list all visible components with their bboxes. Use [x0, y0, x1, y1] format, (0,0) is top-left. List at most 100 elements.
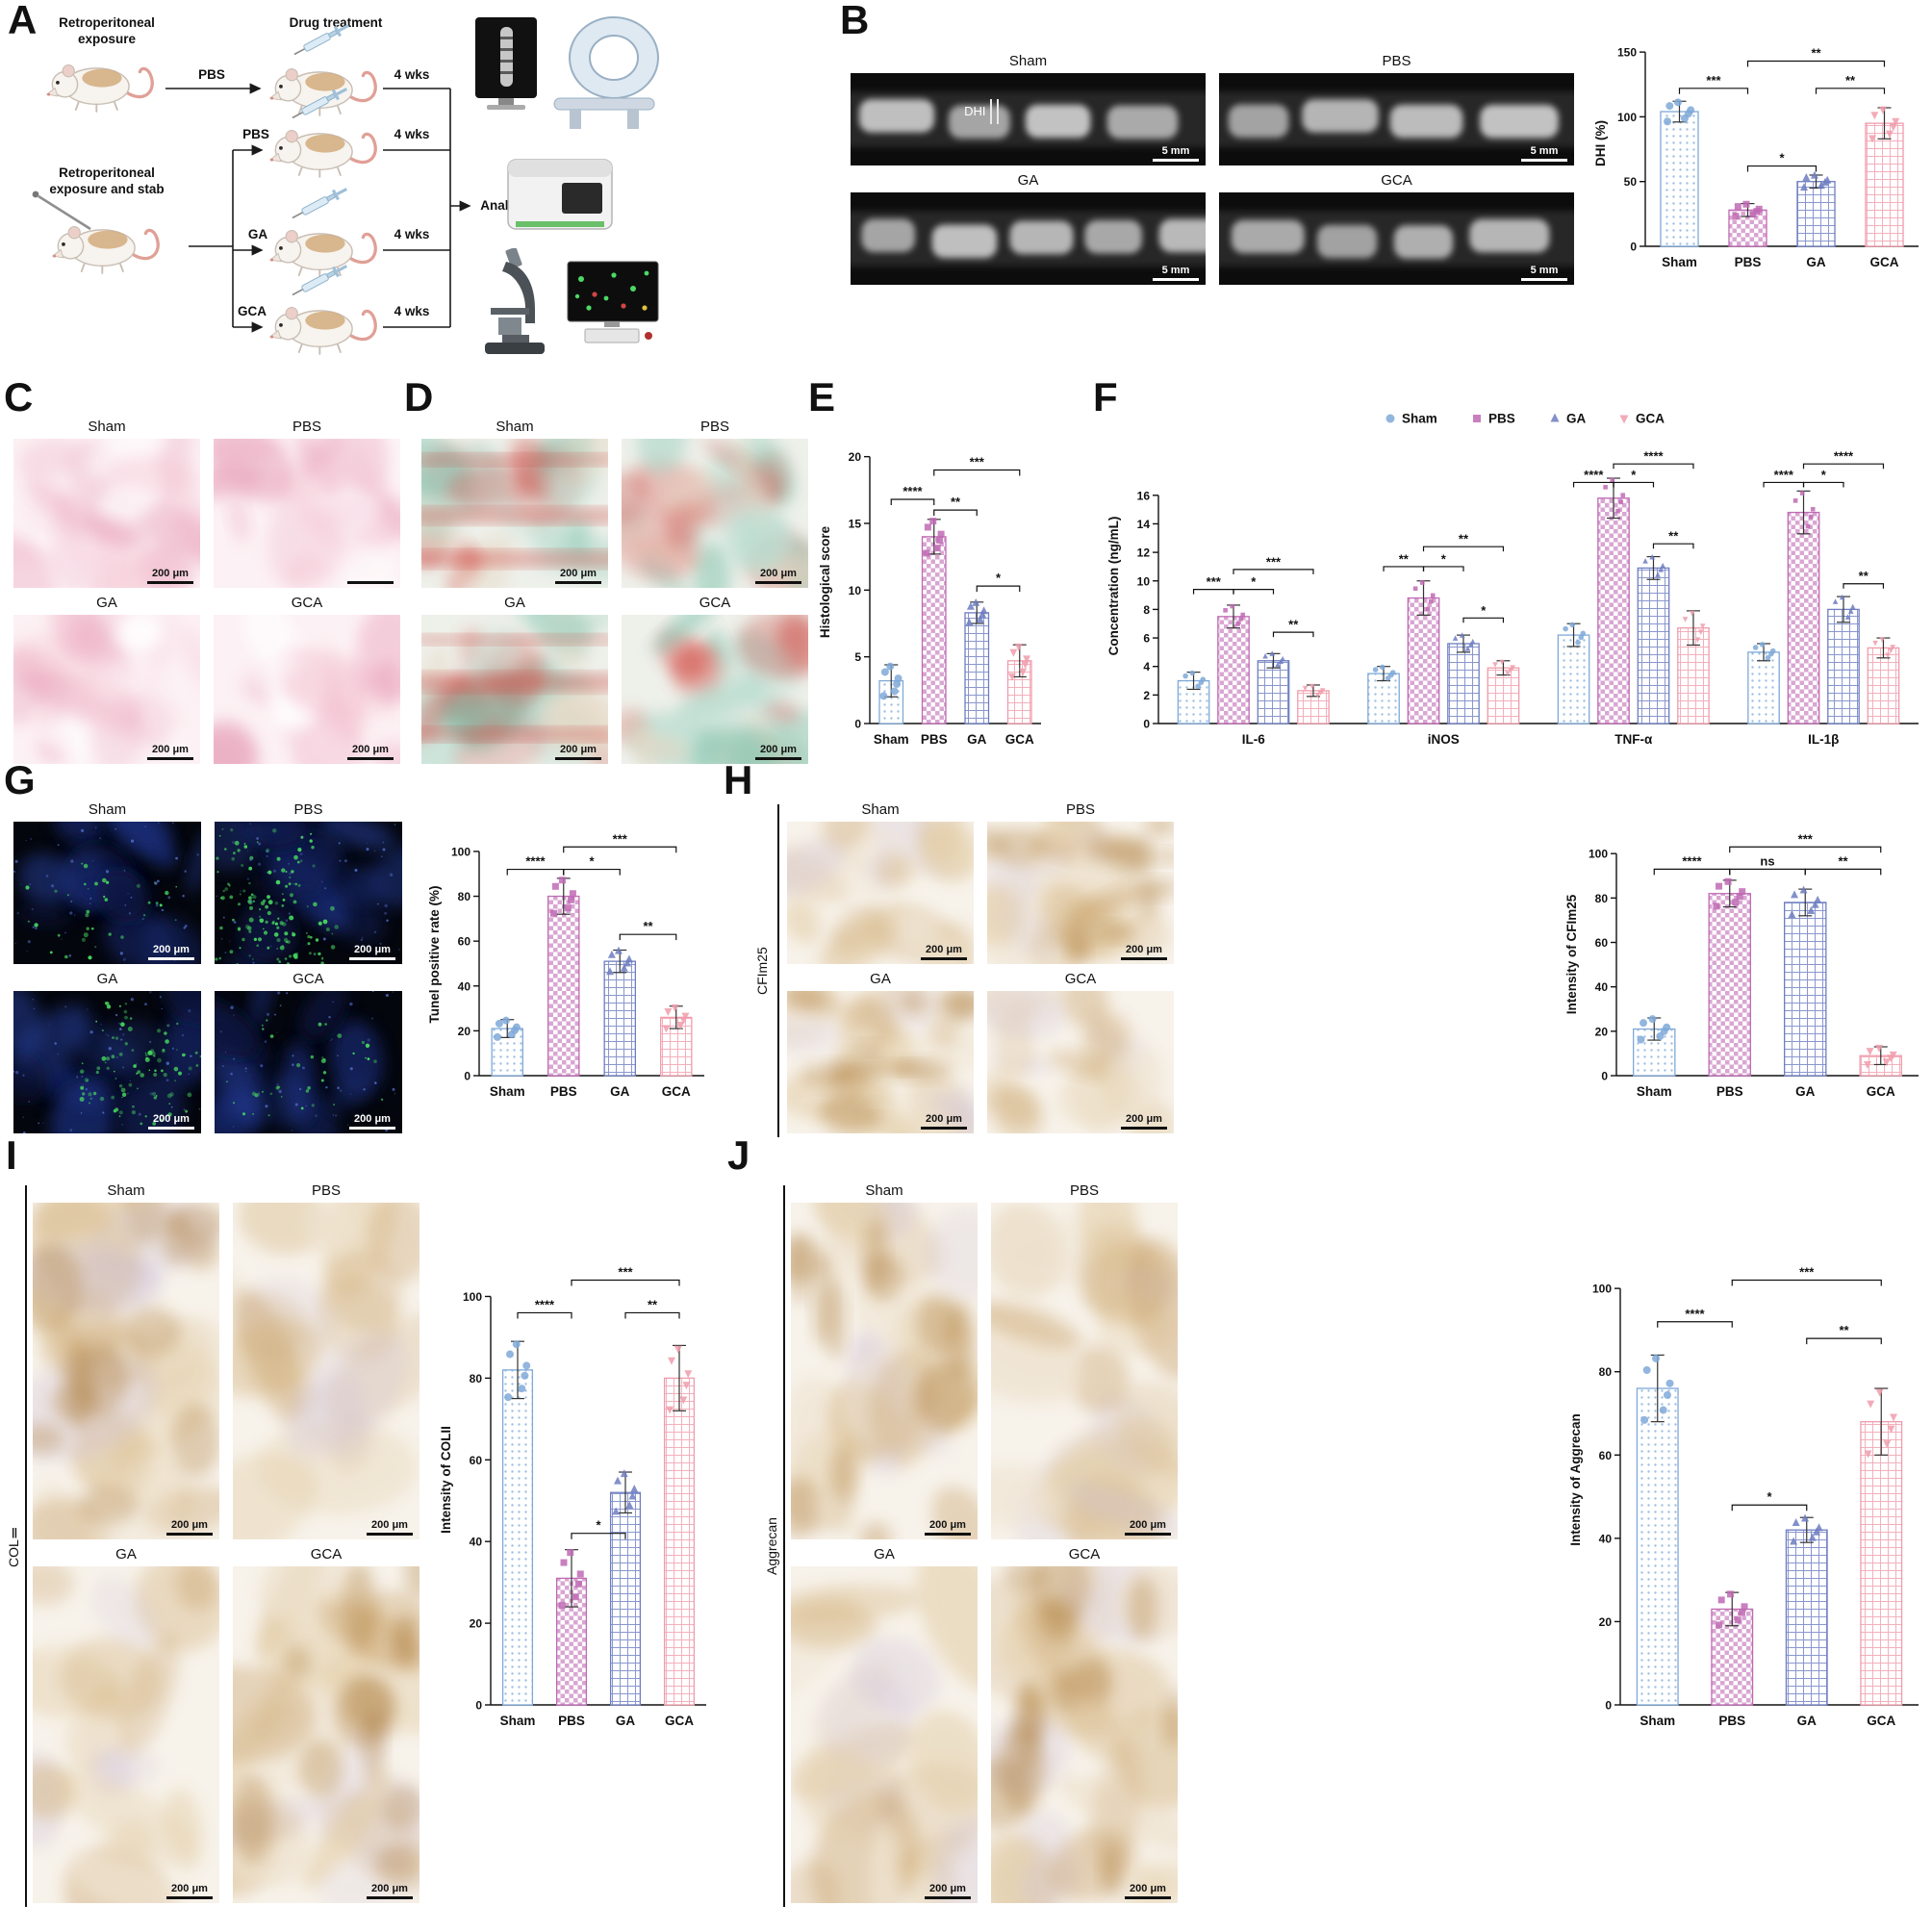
- scale-bar: 200 μm: [147, 744, 193, 760]
- svg-text:2: 2: [1143, 689, 1150, 702]
- svg-text:Sham: Sham: [874, 732, 909, 747]
- tile-gca: GCA 5 mm: [1219, 171, 1574, 285]
- svg-text:****: ****: [1685, 1307, 1705, 1321]
- tile-label: PBS: [699, 419, 729, 435]
- svg-text:IL-1β: IL-1β: [1808, 732, 1839, 747]
- svg-text:**: **: [1859, 569, 1869, 583]
- svg-text:DHI (%): DHI (%): [1593, 120, 1608, 166]
- svg-text:***: ***: [618, 1264, 633, 1279]
- svg-text:Histological score: Histological score: [818, 525, 832, 638]
- svg-text:**: **: [1288, 618, 1299, 632]
- xray-image-ga: 5 mm: [851, 192, 1206, 285]
- scale-bar: 5 mm: [1153, 145, 1199, 162]
- scale-bar: [347, 580, 394, 584]
- scale-bar: 200 μm: [925, 1883, 971, 1899]
- svg-text:PBS: PBS: [550, 1084, 577, 1099]
- svg-text:20: 20: [1595, 1025, 1609, 1038]
- svg-text:*: *: [1481, 603, 1487, 618]
- duration-label: 4 wks: [394, 127, 430, 141]
- scale-bar: 200 μm: [755, 744, 801, 760]
- svg-text:GA: GA: [1797, 1714, 1818, 1728]
- svg-text:Sham: Sham: [490, 1084, 525, 1099]
- tile-sham: Sham 200 μm: [791, 1181, 978, 1539]
- tile-label: GA: [96, 971, 118, 987]
- svg-text:100: 100: [463, 1290, 482, 1304]
- svg-text:100: 100: [1617, 111, 1637, 124]
- svg-text:***: ***: [613, 831, 628, 846]
- svg-text:PBS: PBS: [921, 732, 948, 747]
- svg-text:iNOS: iNOS: [1428, 732, 1460, 747]
- svg-text:**: **: [643, 919, 653, 933]
- svg-text:GA: GA: [1795, 1084, 1816, 1099]
- svg-text:10: 10: [1137, 574, 1151, 588]
- colii-intensity-chart: 0 20 40 60 80 100 Intensity of COLII Sham PBS GA G…: [435, 1239, 716, 1743]
- svg-text:14: 14: [1137, 518, 1151, 531]
- scale-bar: 200 μm: [148, 944, 194, 960]
- tile-pbs: PBS 5 mm: [1219, 52, 1574, 165]
- svg-text:*: *: [996, 571, 1002, 585]
- svg-text:PBS: PBS: [1735, 255, 1762, 269]
- scale-bar: 200 μm: [166, 1883, 213, 1899]
- panel-h-side-label: CFIm25: [754, 947, 770, 995]
- tile-label: Sham: [1008, 53, 1048, 69]
- xray-image-gca: 5 mm: [1219, 192, 1574, 285]
- panel-f-label: F: [1093, 374, 1118, 419]
- colii-image-ga: 200 μm: [33, 1566, 219, 1903]
- tile-ga: GA 200 μm: [13, 594, 200, 764]
- panel-h-label: H: [724, 757, 753, 802]
- svg-text:0: 0: [464, 1070, 470, 1083]
- scale-bar: 200 μm: [349, 1113, 395, 1130]
- panel-c-he-images: Sham 200 μm PBS GA 200 μm GCA 200 μm: [13, 418, 400, 764]
- svg-text:**: **: [1399, 551, 1410, 566]
- monitor-icon: [475, 17, 537, 110]
- svg-text:Sham: Sham: [1637, 1084, 1672, 1099]
- scale-bar: 200 μm: [1121, 944, 1167, 960]
- svg-text:ns: ns: [1760, 853, 1774, 868]
- svg-text:Tunel positive rate (%): Tunel positive rate (%): [427, 885, 442, 1023]
- svg-text:**: **: [1459, 532, 1469, 546]
- tile-sham: Sham 200 μm: [13, 418, 200, 588]
- tile-sham: Sham DHI 5 mm: [851, 52, 1206, 165]
- svg-text:PBS: PBS: [1718, 1714, 1745, 1728]
- svg-text:15: 15: [849, 517, 862, 530]
- svg-text:Sham: Sham: [500, 1714, 536, 1728]
- svg-text:PBS: PBS: [1716, 1084, 1743, 1099]
- tile-label: GA: [870, 971, 891, 987]
- svg-text:100: 100: [451, 845, 470, 858]
- svg-text:0: 0: [1601, 1070, 1608, 1083]
- tile-gca: GCA 200 μm: [214, 594, 400, 764]
- tile-label: GCA: [1064, 971, 1097, 987]
- svg-text:Intensity of Aggrecan: Intensity of Aggrecan: [1568, 1413, 1583, 1546]
- svg-text:0: 0: [1143, 718, 1150, 731]
- he-image-sham: 200 μm: [13, 439, 200, 588]
- tile-label: PBS: [1382, 53, 1411, 69]
- scale-bar: 5 mm: [1153, 265, 1199, 281]
- panel-b-xray-images: Sham DHI 5 mm PBS 5 mm GA 5 mm GCA 5 mm: [851, 52, 1574, 285]
- stab-title: Retroperitoneal exposure and stab: [49, 165, 165, 196]
- svg-text:GCA: GCA: [1005, 732, 1034, 747]
- he-image-ga: 200 μm: [13, 615, 200, 764]
- svg-text:100: 100: [1592, 1283, 1612, 1296]
- svg-text:20: 20: [1599, 1615, 1613, 1629]
- aggrecan-image-ga: 200 μm: [791, 1566, 978, 1903]
- scale-bar: 5 mm: [1521, 145, 1567, 162]
- tile-label: GCA: [1068, 1546, 1101, 1563]
- tile-pbs: PBS 200 μm: [987, 800, 1174, 964]
- tile-label: GCA: [292, 971, 324, 987]
- tile-label: PBS: [1069, 1182, 1099, 1199]
- cfim25-image-ga: 200 μm: [787, 991, 974, 1133]
- svg-text:0: 0: [1630, 241, 1637, 254]
- svg-text:***: ***: [970, 455, 985, 470]
- svg-text:0: 0: [1605, 1699, 1612, 1713]
- stab-needle-icon: [38, 194, 91, 231]
- scale-bar: 200 μm: [925, 1519, 971, 1536]
- svg-text:80: 80: [470, 1372, 483, 1385]
- svg-text:GCA: GCA: [1867, 1084, 1895, 1099]
- tunel-image-pbs: 200 μm: [215, 822, 402, 964]
- svg-text:*: *: [1779, 151, 1785, 165]
- svg-text:**: **: [1838, 853, 1848, 868]
- svg-text:**: **: [1668, 529, 1679, 544]
- svg-text:GA: GA: [967, 732, 987, 747]
- panel-a-label: A: [8, 0, 38, 42]
